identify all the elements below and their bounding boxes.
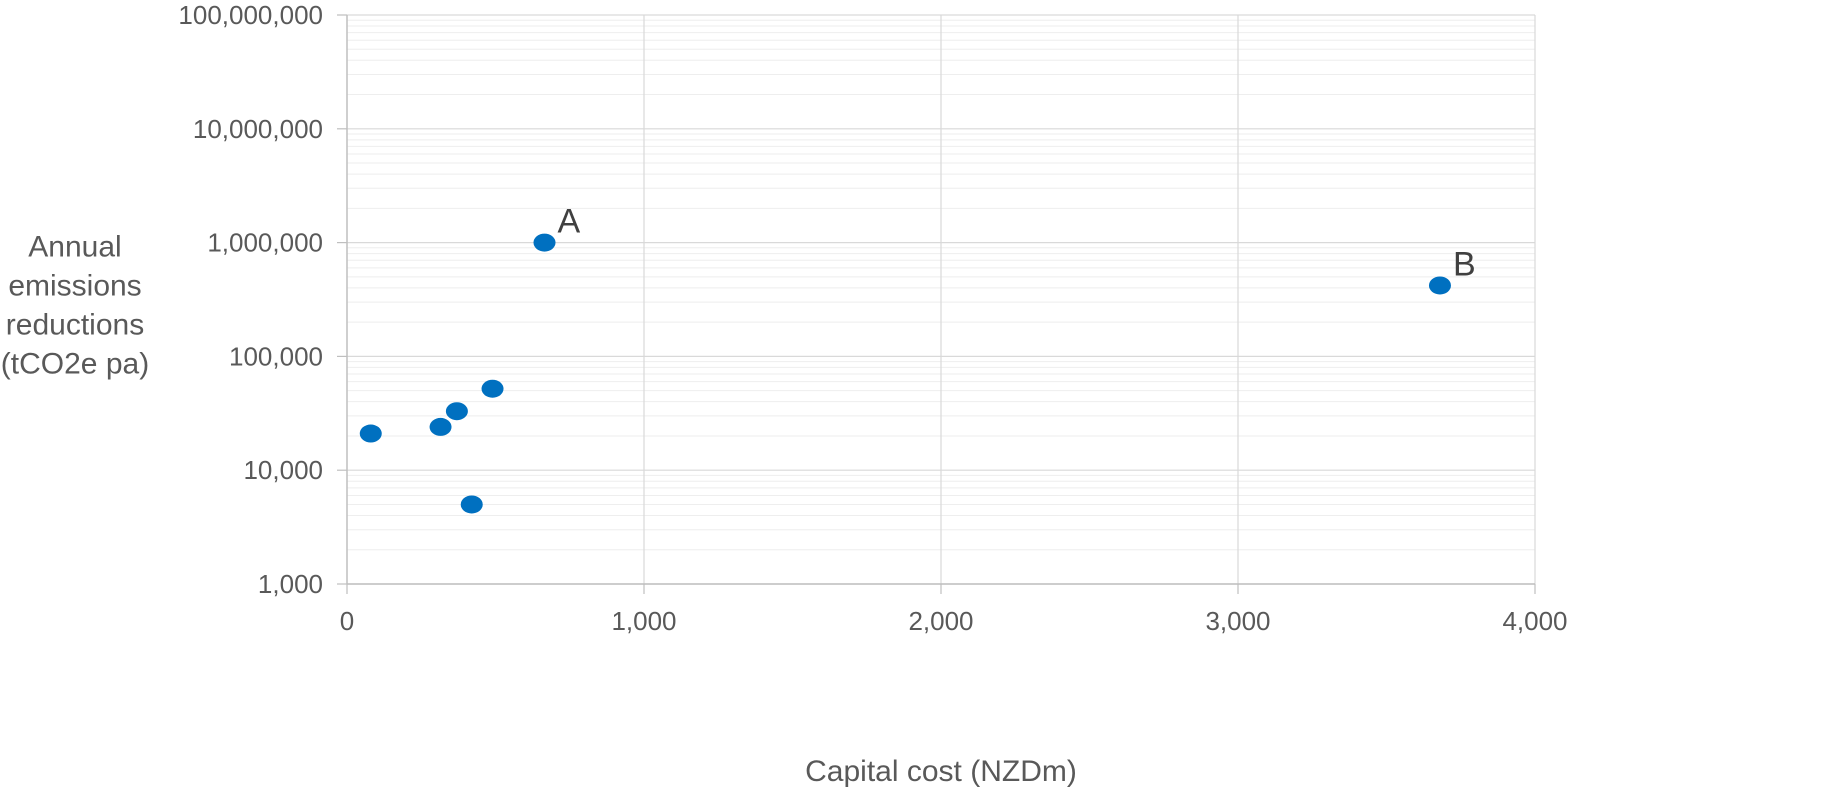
y-axis-title: Annual emissions reductions (tCO2e pa) bbox=[1, 231, 149, 381]
y-axis-title-line: emissions bbox=[8, 270, 141, 303]
x-axis-tick-labels: 0 1,000 2,000 3,000 4,000 bbox=[340, 606, 1568, 636]
data-point bbox=[533, 233, 556, 252]
point-labels: AB bbox=[558, 203, 1476, 284]
data-points bbox=[359, 233, 1451, 514]
y-tick-label: 100,000,000 bbox=[178, 0, 323, 30]
x-tick-label: 4,000 bbox=[1502, 606, 1567, 636]
data-point bbox=[429, 417, 452, 436]
axes bbox=[337, 14, 1536, 594]
y-tick-label: 1,000,000 bbox=[207, 228, 323, 258]
x-tick-label: 0 bbox=[340, 606, 354, 636]
point-label-b: B bbox=[1453, 245, 1476, 283]
x-axis-title: Capital cost (NZDm) bbox=[805, 755, 1077, 788]
data-point bbox=[460, 495, 483, 514]
y-tick-label: 10,000 bbox=[243, 455, 323, 485]
y-axis-tick-labels: 1,000 10,000 100,000 1,000,000 10,000,000 100… bbox=[178, 0, 323, 599]
x-tick-label: 1,000 bbox=[611, 606, 676, 636]
y-axis-title-line: Annual bbox=[28, 231, 121, 264]
x-tick-label: 3,000 bbox=[1205, 606, 1270, 636]
data-point bbox=[1428, 276, 1451, 295]
y-tick-label: 1,000 bbox=[258, 569, 323, 599]
y-tick-label: 10,000,000 bbox=[193, 114, 323, 144]
x-tick-label: 2,000 bbox=[908, 606, 973, 636]
y-tick-label: 100,000 bbox=[229, 341, 323, 371]
y-axis-title-line: reductions bbox=[6, 309, 144, 342]
data-point bbox=[481, 379, 504, 398]
major-gridlines bbox=[347, 14, 1536, 585]
data-point bbox=[359, 424, 382, 443]
y-axis-title-line: (tCO2e pa) bbox=[1, 348, 149, 381]
point-label-a: A bbox=[558, 203, 581, 241]
data-point bbox=[445, 402, 468, 421]
